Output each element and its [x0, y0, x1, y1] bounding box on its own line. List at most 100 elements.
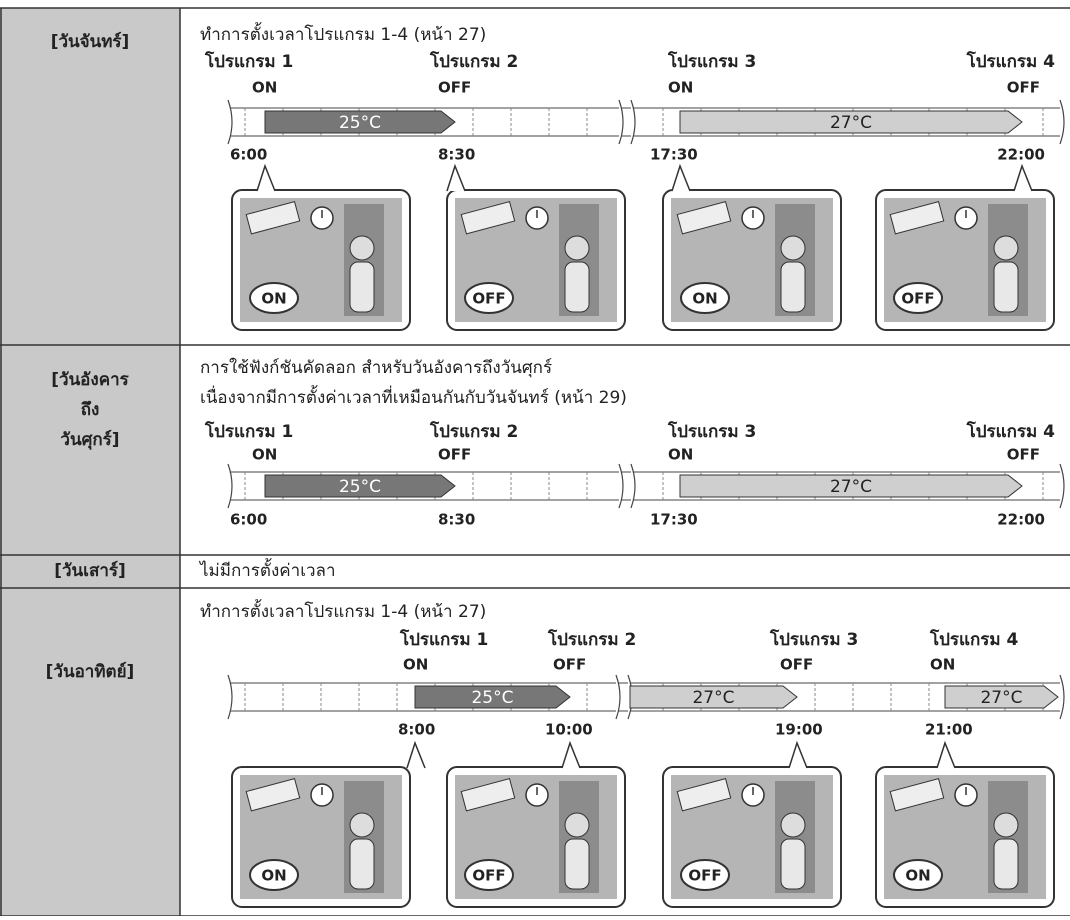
program-state: OFF: [553, 656, 586, 674]
state-bubble: [893, 859, 943, 891]
person-body: [993, 261, 1019, 313]
air-conditioner: [245, 200, 301, 235]
program-name: โปรแกรม 1: [399, 629, 488, 650]
temperature: 25°C: [339, 113, 381, 133]
setting-segment: [629, 685, 798, 709]
program-time: 10:00: [545, 721, 593, 739]
program-time: 17:30: [650, 146, 698, 164]
description: เนื่องจากมีการตั้งค่าเวลาที่เหมือนกันกับ…: [200, 385, 627, 408]
program-time: 8:30: [438, 511, 475, 529]
program-time: 22:00: [997, 146, 1045, 164]
state-bubble: [893, 282, 943, 314]
temperature: 27°C: [980, 688, 1022, 708]
callout-pointer: [561, 740, 581, 769]
person: [780, 812, 806, 838]
description: การใช้ฟังก์ชันคัดลอก สำหรับวันอังคารถึงว…: [200, 357, 552, 378]
air-conditioner: [676, 200, 732, 235]
air-conditioner: [889, 777, 945, 812]
day-column: [0, 8, 180, 916]
program-name: โปรแกรม 3: [667, 51, 756, 72]
state-label: OFF: [472, 290, 505, 308]
callout-pointer: [788, 740, 808, 769]
program-name: โปรแกรม 4: [966, 421, 1056, 442]
description: ไม่มีการตั้งค่าเวลา: [198, 558, 336, 581]
program-state: ON: [252, 446, 277, 464]
air-conditioner: [245, 777, 301, 812]
state-label: ON: [261, 867, 286, 885]
callout-pointer: [936, 740, 956, 769]
day-label: [วันอังคาร: [51, 370, 129, 390]
person: [349, 812, 375, 838]
state-label: ON: [692, 290, 717, 308]
program-name: โปรแกรม 4: [929, 629, 1019, 650]
person-body: [564, 261, 590, 313]
state-bubble: [464, 282, 514, 314]
program-state: OFF: [780, 656, 813, 674]
description: ทำการตั้งเวลาโปรแกรม 1-4 (หน้า 27): [200, 22, 486, 45]
state-bubble: [680, 859, 730, 891]
break-mark: [630, 99, 636, 145]
temperature: 27°C: [692, 688, 734, 708]
callout-pointer: [446, 163, 466, 192]
break-mark: [630, 463, 636, 509]
description: ทำการตั้งเวลาโปรแกรม 1-4 (หน้า 27): [200, 599, 486, 622]
break-mark: [227, 463, 233, 509]
temperature: 27°C: [830, 113, 872, 133]
program-name: โปรแกรม 4: [966, 51, 1056, 72]
day-label: ถึง: [81, 400, 100, 420]
program-time: 17:30: [650, 511, 698, 529]
program-time: 22:00: [997, 511, 1045, 529]
break-mark: [618, 99, 624, 145]
state-label: ON: [261, 290, 286, 308]
air-conditioner: [460, 200, 516, 235]
day-label: วันศุกร์]: [60, 429, 119, 450]
person: [993, 235, 1019, 261]
state-bubble: [680, 282, 730, 314]
air-conditioner: [676, 777, 732, 812]
person: [993, 812, 1019, 838]
callout-pointer: [406, 740, 426, 769]
program-time: 6:00: [230, 511, 267, 529]
program-state: ON: [403, 656, 428, 674]
program-time: 19:00: [775, 721, 823, 739]
break-mark: [1059, 674, 1065, 720]
temperature: 25°C: [339, 477, 381, 497]
person-body: [564, 838, 590, 890]
day-label: [วันจันทร์]: [51, 31, 130, 52]
state-label: OFF: [472, 867, 505, 885]
state-label: ON: [905, 867, 930, 885]
program-name: โปรแกรม 3: [769, 629, 858, 650]
temperature: 25°C: [471, 688, 513, 708]
break-mark: [1059, 99, 1065, 145]
program-state: OFF: [438, 446, 471, 464]
person-body: [780, 261, 806, 313]
temperature: 27°C: [830, 477, 872, 497]
air-conditioner: [460, 777, 516, 812]
state-bubble: [249, 282, 299, 314]
person: [564, 235, 590, 261]
break-mark: [227, 674, 233, 720]
person: [780, 235, 806, 261]
day-label: [วันเสาร์]: [54, 560, 126, 581]
program-name: โปรแกรม 3: [667, 421, 756, 442]
program-time: 8:00: [398, 721, 435, 739]
break-mark: [227, 99, 233, 145]
program-state: OFF: [1007, 79, 1040, 97]
break-mark: [1059, 463, 1065, 509]
program-state: ON: [930, 656, 955, 674]
setting-segment: [414, 685, 571, 709]
program-name: โปรแกรม 1: [204, 51, 293, 72]
program-state: ON: [668, 446, 693, 464]
break-mark: [615, 674, 621, 720]
program-time: 8:30: [438, 146, 475, 164]
state-bubble: [464, 859, 514, 891]
program-name: โปรแกรม 2: [429, 421, 518, 442]
person-body: [993, 838, 1019, 890]
program-time: 6:00: [230, 146, 267, 164]
callout-pointer: [671, 163, 691, 192]
program-time: 21:00: [925, 721, 973, 739]
day-label: [วันอาทิตย์]: [46, 661, 135, 682]
setting-segment: [264, 474, 456, 498]
state-label: OFF: [688, 867, 721, 885]
state-label: OFF: [901, 290, 934, 308]
